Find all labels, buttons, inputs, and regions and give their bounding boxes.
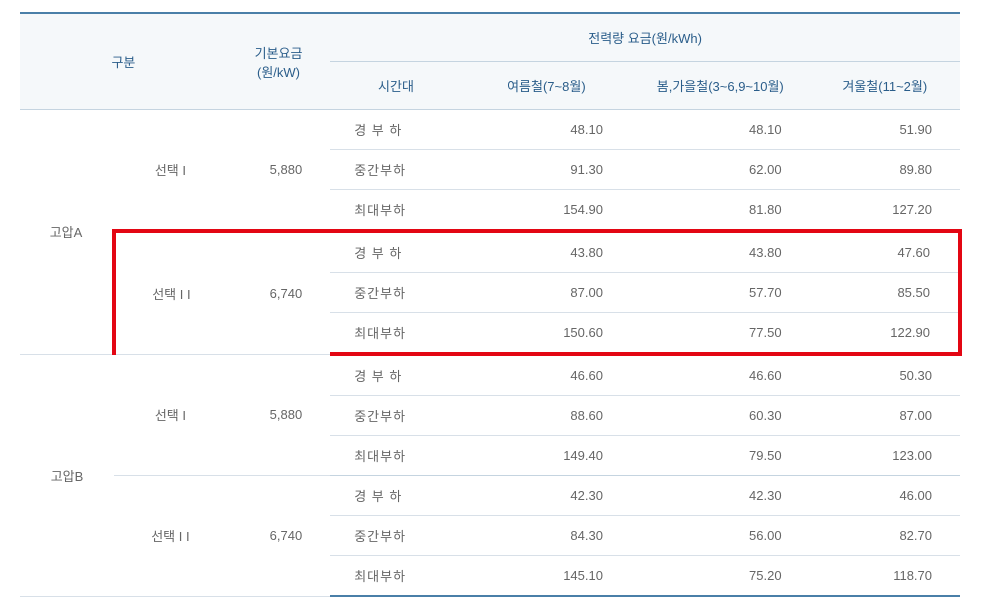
option-cell: 선택 I I — [114, 476, 227, 597]
timeband-cell: 경 부 하 — [330, 110, 462, 150]
col-category: 구분 — [20, 13, 227, 110]
timeband-cell: 최대부하 — [330, 190, 462, 232]
timeband-cell: 경 부 하 — [330, 354, 462, 396]
timeband-cell: 최대부하 — [330, 436, 462, 476]
timeband-cell: 최대부하 — [330, 556, 462, 597]
table-header: 구분 기본요금 (원/kW) 전력량 요금(원/kWh) 시간대 여름철(7~8… — [20, 13, 960, 110]
timeband-cell: 경 부 하 — [330, 231, 462, 273]
value-cell: 88.60 — [462, 396, 631, 436]
table-row: 고압B 선택 I 5,880 경 부 하 46.60 46.60 50.30 — [20, 354, 960, 396]
table-body: 고압A 선택 I 5,880 경 부 하 48.10 48.10 51.90 중… — [20, 110, 960, 597]
timeband-cell: 중간부하 — [330, 396, 462, 436]
base-fee-cell: 5,880 — [227, 110, 330, 232]
voltage-cell: 고압B — [20, 354, 114, 596]
value-cell: 60.30 — [631, 396, 810, 436]
value-cell: 149.40 — [462, 436, 631, 476]
value-cell: 46.60 — [631, 354, 810, 396]
value-cell: 123.00 — [810, 436, 960, 476]
table-row-highlighted: 선택 I I 6,740 경 부 하 43.80 43.80 47.60 — [20, 231, 960, 273]
value-cell: 81.80 — [631, 190, 810, 232]
timeband-cell: 중간부하 — [330, 150, 462, 190]
table-row: 선택 I I 6,740 경 부 하 42.30 42.30 46.00 — [20, 476, 960, 516]
value-cell: 150.60 — [462, 313, 631, 355]
value-cell: 50.30 — [810, 354, 960, 396]
table-row: 고압A 선택 I 5,880 경 부 하 48.10 48.10 51.90 — [20, 110, 960, 150]
base-fee-cell: 6,740 — [227, 476, 330, 597]
voltage-cell: 고압A — [20, 110, 114, 355]
value-cell: 82.70 — [810, 516, 960, 556]
value-cell: 87.00 — [462, 273, 631, 313]
timeband-cell: 중간부하 — [330, 516, 462, 556]
value-cell: 154.90 — [462, 190, 631, 232]
tariff-table: 구분 기본요금 (원/kW) 전력량 요금(원/kWh) 시간대 여름철(7~8… — [20, 12, 962, 597]
value-cell: 77.50 — [631, 313, 810, 355]
timeband-cell: 경 부 하 — [330, 476, 462, 516]
value-cell: 42.30 — [462, 476, 631, 516]
col-spring-fall: 봄,가을철(3~6,9~10월) — [631, 62, 810, 110]
timeband-cell: 최대부하 — [330, 313, 462, 355]
value-cell: 127.20 — [810, 190, 960, 232]
value-cell: 84.30 — [462, 516, 631, 556]
col-base-fee: 기본요금 (원/kW) — [227, 13, 330, 110]
timeband-cell: 중간부하 — [330, 273, 462, 313]
col-summer: 여름철(7~8월) — [462, 62, 631, 110]
value-cell: 56.00 — [631, 516, 810, 556]
value-cell: 43.80 — [631, 231, 810, 273]
value-cell: 51.90 — [810, 110, 960, 150]
base-fee-cell: 5,880 — [227, 354, 330, 476]
value-cell: 46.00 — [810, 476, 960, 516]
col-energy-fee: 전력량 요금(원/kWh) — [330, 13, 960, 62]
base-fee-cell: 6,740 — [227, 231, 330, 354]
col-winter: 겨울철(11~2월) — [810, 62, 960, 110]
col-timeband: 시간대 — [330, 62, 462, 110]
value-cell: 47.60 — [810, 231, 960, 273]
value-cell: 42.30 — [631, 476, 810, 516]
value-cell: 57.70 — [631, 273, 810, 313]
value-cell: 43.80 — [462, 231, 631, 273]
value-cell: 145.10 — [462, 556, 631, 597]
value-cell: 122.90 — [810, 313, 960, 355]
value-cell: 62.00 — [631, 150, 810, 190]
value-cell: 87.00 — [810, 396, 960, 436]
option-cell: 선택 I I — [114, 231, 227, 354]
value-cell: 85.50 — [810, 273, 960, 313]
value-cell: 48.10 — [462, 110, 631, 150]
value-cell: 48.10 — [631, 110, 810, 150]
option-cell: 선택 I — [114, 110, 227, 232]
value-cell: 91.30 — [462, 150, 631, 190]
value-cell: 118.70 — [810, 556, 960, 597]
value-cell: 89.80 — [810, 150, 960, 190]
value-cell: 75.20 — [631, 556, 810, 597]
value-cell: 46.60 — [462, 354, 631, 396]
value-cell: 79.50 — [631, 436, 810, 476]
option-cell: 선택 I — [114, 354, 227, 476]
